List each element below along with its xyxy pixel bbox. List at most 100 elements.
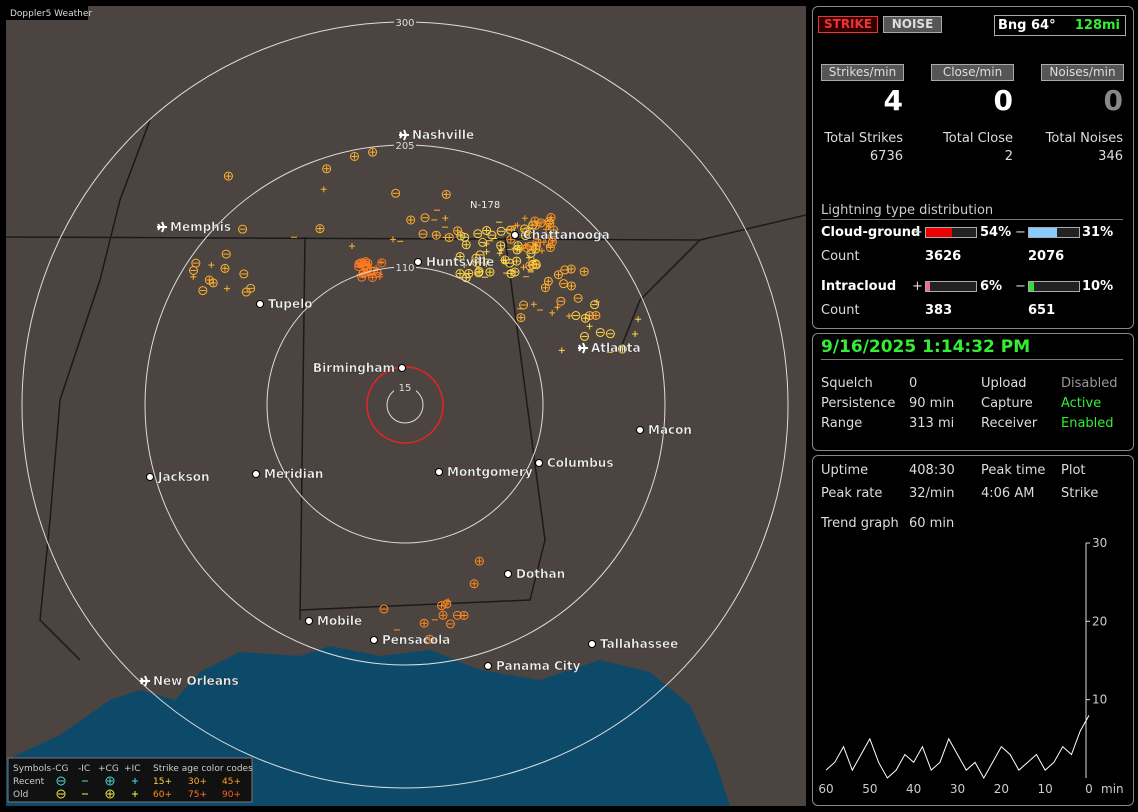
strike xyxy=(536,218,546,228)
x-tick-label: 60 xyxy=(818,782,833,796)
divider xyxy=(821,359,1123,360)
pct-bar-fill xyxy=(1029,282,1034,291)
strike xyxy=(452,610,462,620)
strike xyxy=(455,252,465,262)
strike xyxy=(538,247,545,254)
datetime: 9/16/2025 1:14:32 PM xyxy=(821,337,1031,357)
window-title: Doppler5 Weather xyxy=(10,9,92,19)
status-panel xyxy=(812,6,1134,329)
strike xyxy=(554,304,561,311)
city-label: Tupelo xyxy=(268,297,313,311)
count: 2076 xyxy=(1028,249,1065,264)
legend-row: Recent xyxy=(13,777,45,787)
strike xyxy=(446,234,453,241)
strike xyxy=(555,271,562,278)
strike xyxy=(316,225,323,232)
stat-label: Trend graph xyxy=(821,516,899,531)
strike-button[interactable]: STRIKE xyxy=(818,16,878,33)
strike xyxy=(220,263,230,273)
legend-type: +CG xyxy=(98,764,119,774)
strike xyxy=(464,268,474,278)
type-label: Intracloud xyxy=(821,279,897,294)
strike xyxy=(320,186,327,193)
setting-label: Capture xyxy=(981,396,1033,411)
strike xyxy=(238,224,248,234)
strike xyxy=(390,236,397,243)
strike xyxy=(453,226,463,236)
strike xyxy=(322,164,332,174)
city-label: Birmingham xyxy=(313,361,395,375)
city-dot xyxy=(435,468,443,476)
strike xyxy=(547,244,554,251)
city-label: Macon xyxy=(648,423,692,437)
strike xyxy=(189,265,199,275)
noise-button[interactable]: NOISE xyxy=(883,16,942,33)
y-tick-label: 20 xyxy=(1092,614,1107,628)
strike xyxy=(519,300,529,310)
legend-type: +IC xyxy=(124,764,140,774)
type-label: Cloud-ground xyxy=(821,225,921,240)
strike xyxy=(486,269,493,276)
strike xyxy=(531,259,541,269)
strike xyxy=(556,296,566,306)
strike xyxy=(445,619,455,629)
city-dot xyxy=(398,364,406,372)
strike xyxy=(542,284,549,291)
city-dot xyxy=(484,662,492,670)
strike xyxy=(351,153,358,160)
city-dot xyxy=(305,617,313,625)
total-label: Total Close xyxy=(943,131,1013,146)
city-dot xyxy=(252,470,260,478)
strike xyxy=(496,250,503,257)
city-label: Pensacola xyxy=(382,633,450,647)
strike xyxy=(474,556,484,566)
strike xyxy=(519,245,526,252)
setting-label: Upload xyxy=(981,376,1027,391)
stat-value: Strike xyxy=(1061,486,1099,501)
city-label: Memphis xyxy=(170,220,231,234)
pct: 54% xyxy=(980,225,1012,240)
strike xyxy=(517,314,524,321)
ring-label: 15 xyxy=(399,383,412,394)
x-tick-label: 50 xyxy=(862,782,877,796)
strike xyxy=(239,269,249,279)
total-label: Total Noises xyxy=(1045,131,1123,146)
strike xyxy=(617,344,627,354)
strike xyxy=(425,634,435,644)
strike xyxy=(525,261,535,271)
city-dot xyxy=(588,640,596,648)
city-label: Meridian xyxy=(264,467,323,481)
rate-label: Close/min xyxy=(931,64,1014,81)
count: 383 xyxy=(925,303,953,318)
divider xyxy=(821,219,1123,220)
strike xyxy=(369,149,376,156)
strike xyxy=(465,270,472,277)
strike xyxy=(208,278,218,288)
city-label: New Orleans xyxy=(153,674,239,688)
strike xyxy=(496,241,506,251)
strike xyxy=(482,226,492,236)
rate-value: 0 xyxy=(1103,84,1123,117)
pct-bar xyxy=(1028,227,1080,238)
count-label: Count xyxy=(821,249,860,264)
strike xyxy=(543,226,550,233)
pct: 6% xyxy=(980,279,1003,294)
strike xyxy=(474,266,484,276)
setting-value: Enabled xyxy=(1061,416,1114,431)
strike xyxy=(406,215,416,225)
strike xyxy=(407,216,414,223)
legend-age: 15+ xyxy=(153,777,172,787)
rate-value: 4 xyxy=(883,84,903,117)
strike xyxy=(590,300,600,310)
stat-label: Peak time xyxy=(981,463,1046,478)
strike xyxy=(457,253,464,260)
strike xyxy=(553,270,563,280)
x-tick-label: 10 xyxy=(1038,782,1053,796)
city-dot xyxy=(535,459,543,467)
strike xyxy=(582,315,589,322)
pct-bar-fill xyxy=(926,228,952,237)
strike xyxy=(549,309,556,316)
stats-panel xyxy=(812,455,1134,806)
strike xyxy=(548,232,558,242)
ring-label: 205 xyxy=(395,141,414,152)
